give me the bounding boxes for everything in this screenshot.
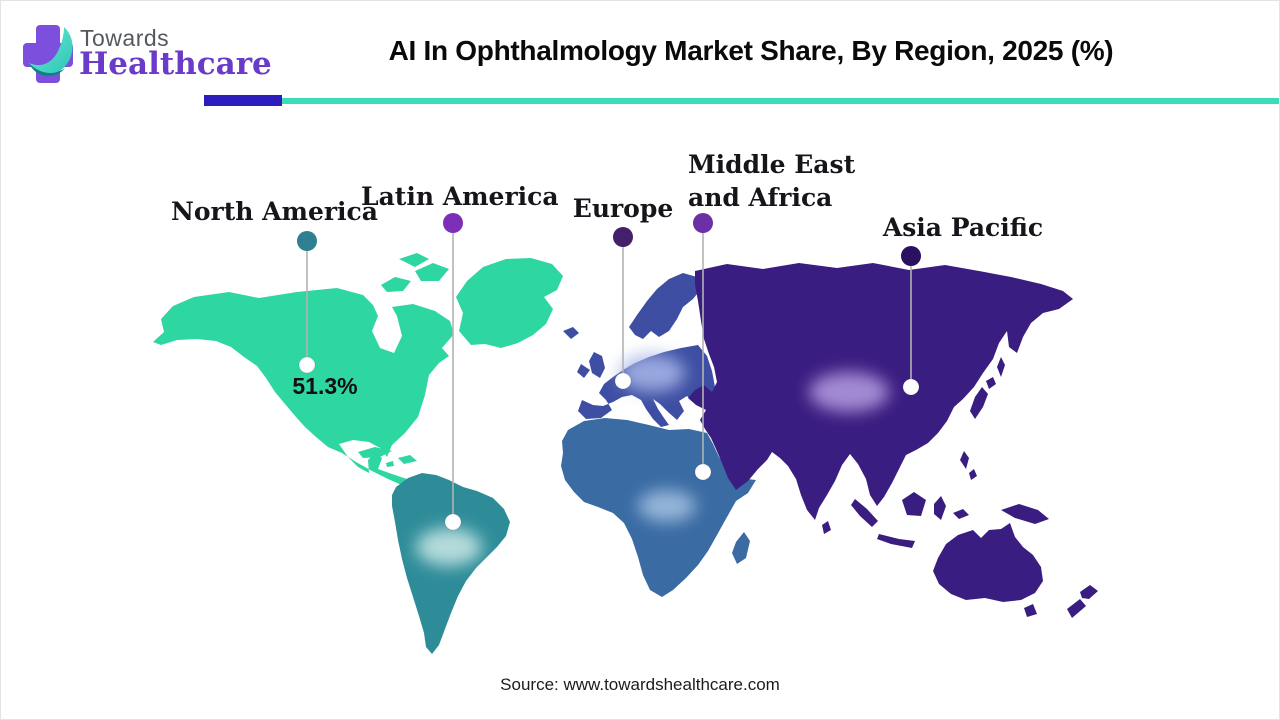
label-latin-america: Latin America xyxy=(361,182,559,211)
map-highlight-glows xyxy=(416,354,889,566)
glow-europe xyxy=(619,354,685,392)
dot-mea xyxy=(693,213,713,233)
connector-lines xyxy=(306,233,912,522)
dot-europe xyxy=(613,227,633,247)
label-north-america: North America xyxy=(171,197,378,226)
marker-asia-pacific xyxy=(902,378,920,396)
title-underline-teal xyxy=(282,98,1279,104)
title-underline-purple xyxy=(204,95,282,106)
label-europe: Europe xyxy=(572,194,674,223)
dot-latin-america xyxy=(443,213,463,233)
label-mea-line2: and Africa xyxy=(688,183,833,212)
marker-europe xyxy=(614,372,632,390)
source-attribution: Source: www.towardshealthcare.com xyxy=(500,675,780,694)
logo-text-healthcare: Healthcare xyxy=(79,46,272,82)
dot-asia-pacific xyxy=(901,246,921,266)
marker-latin-america xyxy=(444,513,462,531)
label-asia-pacific: Asia Pacific xyxy=(882,213,1044,242)
glow-asia xyxy=(809,372,889,412)
logo-text-towards: Towards xyxy=(80,25,170,51)
marker-mea xyxy=(694,463,712,481)
map-region-asia-pacific xyxy=(688,263,1098,618)
map-region-north-america xyxy=(153,253,563,490)
glow-brazil xyxy=(416,528,482,566)
label-mea-line1: Middle East xyxy=(688,150,856,179)
marker-north-america xyxy=(298,356,316,374)
label-middle-east-africa: Middle East and Africa xyxy=(688,148,855,214)
dot-north-america xyxy=(297,231,317,251)
north-america-share-value: 51.3% xyxy=(292,373,358,399)
glow-africa xyxy=(638,490,696,522)
map-region-europe xyxy=(563,273,715,427)
map-markers xyxy=(298,356,920,531)
page-title: AI In Ophthalmology Market Share, By Reg… xyxy=(388,35,1114,66)
leaf-icon xyxy=(29,27,73,77)
towards-healthcare-logo-icon xyxy=(23,25,73,83)
